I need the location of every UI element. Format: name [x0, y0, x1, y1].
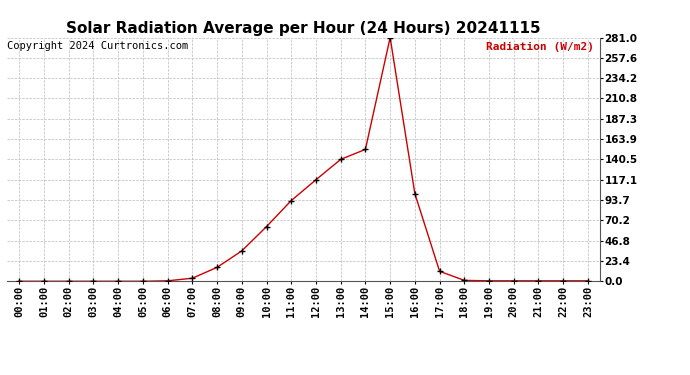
Text: Radiation (W/m2): Radiation (W/m2) [486, 42, 594, 52]
Text: Copyright 2024 Curtronics.com: Copyright 2024 Curtronics.com [7, 41, 188, 51]
Title: Solar Radiation Average per Hour (24 Hours) 20241115: Solar Radiation Average per Hour (24 Hou… [66, 21, 541, 36]
